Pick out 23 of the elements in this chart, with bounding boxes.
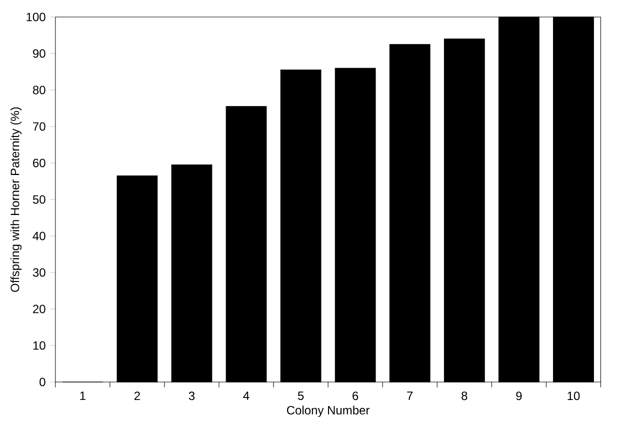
x-tick-label: 8 bbox=[462, 392, 468, 400]
x-tick-label: 6 bbox=[352, 392, 358, 400]
x-tick-label: 10 bbox=[568, 392, 580, 400]
y-tick-label: 70 bbox=[33, 122, 46, 131]
y-tick-label: 40 bbox=[32, 232, 46, 240]
x-tick-label: 9 bbox=[516, 392, 522, 400]
y-tick-label: 20 bbox=[33, 304, 46, 314]
x-tick-label: 5 bbox=[298, 392, 304, 400]
y-tick-label: 60 bbox=[33, 158, 46, 168]
y-tick-label: 80 bbox=[32, 86, 46, 94]
y-tick-label: 100 bbox=[26, 12, 46, 22]
y-tick-label: 30 bbox=[32, 268, 46, 277]
x-tick-label: 7 bbox=[407, 392, 413, 400]
y-tick-label: 10 bbox=[33, 341, 46, 350]
y-axis-title: Offspring with Horner Paternity (%) bbox=[10, 107, 22, 292]
y-tick-label: 90 bbox=[33, 49, 46, 58]
y-tick-label: 50 bbox=[32, 195, 46, 204]
y-tick-label: 0 bbox=[40, 378, 46, 386]
x-axis-title: Colony Number bbox=[286, 406, 370, 417]
x-tick-label: 1 bbox=[80, 392, 86, 400]
x-tick-label: 2 bbox=[134, 392, 140, 400]
x-tick-label: 3 bbox=[188, 392, 195, 400]
x-tick-label: 4 bbox=[243, 392, 250, 400]
